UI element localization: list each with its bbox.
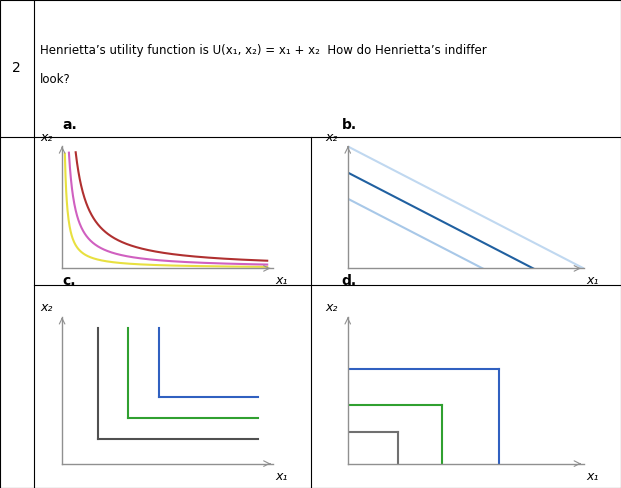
Text: d.: d. xyxy=(342,274,356,288)
Text: x₂: x₂ xyxy=(325,131,338,144)
Text: look?: look? xyxy=(40,73,71,86)
Text: b.: b. xyxy=(342,118,356,132)
Text: 2: 2 xyxy=(12,61,21,75)
Text: x₁: x₁ xyxy=(275,470,288,483)
Text: x₂: x₂ xyxy=(325,301,338,314)
Text: Henrietta’s utility function is U(x₁, x₂) = x₁ + x₂  How do Henrietta’s indiffer: Henrietta’s utility function is U(x₁, x₂… xyxy=(40,44,487,57)
Text: x₁: x₁ xyxy=(586,470,599,483)
Text: x₁: x₁ xyxy=(586,274,599,286)
Text: c.: c. xyxy=(62,274,76,288)
Text: x₂: x₂ xyxy=(41,131,53,144)
Text: x₁: x₁ xyxy=(275,274,288,286)
Text: x₂: x₂ xyxy=(41,301,53,314)
Text: a.: a. xyxy=(62,118,77,132)
